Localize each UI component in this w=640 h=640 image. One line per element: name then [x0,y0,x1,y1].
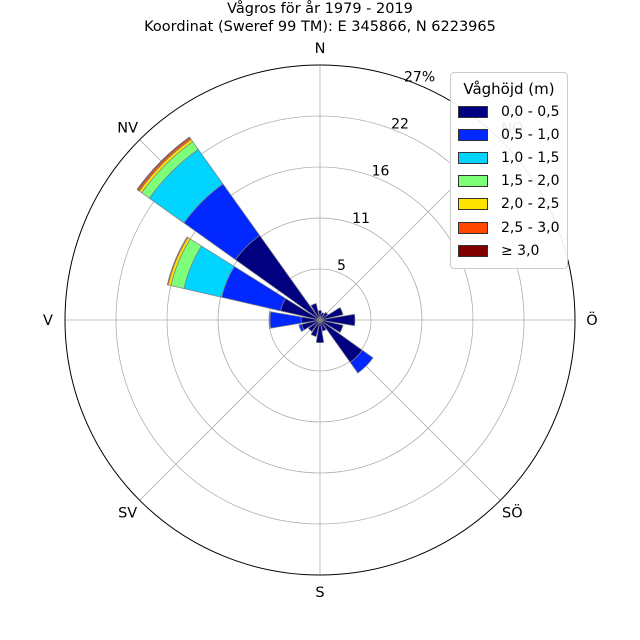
radial-tick-label: 16 [372,164,390,180]
direction-label: NV [117,121,138,137]
legend-swatch [458,128,488,141]
legend-item: 0,0 - 0,5 [451,100,567,123]
legend-item: ≥ 3,0 [451,239,567,262]
legend-item: 2,0 - 2,5 [451,193,567,216]
legend-title: Våghöjd (m) [463,80,555,98]
direction-label: SV [118,505,137,521]
legend-swatch [458,175,488,188]
rose-bar-segment [319,319,344,333]
legend-swatch [458,221,488,234]
rose-bar-segment [310,303,321,321]
grid-spoke [139,319,321,501]
rose-bar-segment [315,319,325,344]
rose-bar-segment [319,311,329,321]
legend-label: 2,5 - 3,0 [501,219,560,236]
legend-swatch [458,105,488,118]
legend-item: 1,0 - 1,5 [451,146,567,169]
legend-label: 2,0 - 2,5 [501,196,560,213]
chart-legend: Våghöjd (m) 0,0 - 0,5 0,5 - 1,0 1,0 - 1,5 1… [450,72,568,269]
legend-item: 0,5 - 1,0 [451,123,567,146]
direction-label: N [315,41,326,57]
legend-swatch [458,244,488,257]
rose-bar-segment [268,311,272,329]
legend-item: 1,5 - 2,0 [451,170,567,193]
direction-label: V [43,313,53,329]
rose-bar-segment [310,319,321,337]
direction-label: SÖ [502,503,523,521]
direction-label: Ö [586,311,597,329]
legend-label: 0,5 - 1,0 [501,126,560,143]
chart-title: Vågros för år 1979 - 2019 Koordinat (Swe… [0,0,640,36]
radial-tick-label: 22 [391,117,409,133]
rose-bar-segment [319,313,356,327]
legend-swatch [458,151,488,164]
radial-tick-label: 27% [404,69,435,85]
rose-bar-segment [349,349,374,374]
rose-bar-segment [298,323,305,332]
legend-swatch [458,198,488,211]
legend-label: 1,5 - 2,0 [501,173,560,190]
legend-label: ≥ 3,0 [501,242,540,259]
legend-label: 0,0 - 0,5 [501,103,560,120]
rose-bar-segment [166,236,189,286]
polar-frame [64,64,576,576]
rose-bar-segment [318,310,322,321]
legend-label: 1,0 - 1,5 [501,149,560,166]
rose-bar-segment [307,319,321,333]
rose-bar-segment [319,319,327,332]
rose-bar-segment [319,307,344,321]
direction-label: S [315,585,324,601]
legend-item: 2,5 - 3,0 [451,216,567,239]
radial-tick-label: 5 [337,258,346,274]
rose-bar-segment [136,136,191,191]
chart-title-line1: Vågros för år 1979 - 2019 [227,1,413,17]
chart-title-line2: Koordinat (Sweref 99 TM): E 345866, N 62… [144,19,496,35]
radial-tick-label: 11 [352,211,370,227]
